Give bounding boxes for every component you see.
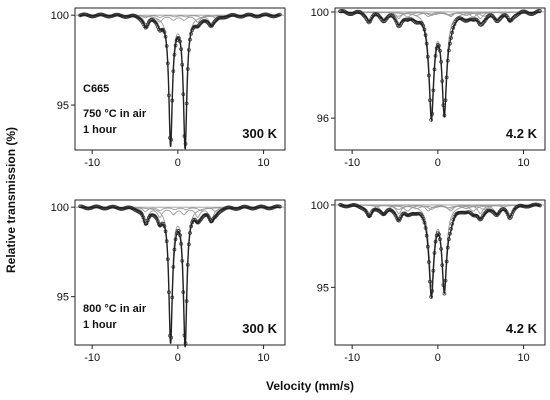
x-tick-label: 10 bbox=[517, 157, 529, 169]
component-subspectrum bbox=[339, 204, 541, 210]
total-fit-curve bbox=[339, 204, 541, 300]
sample-annotation: 750 °C in air bbox=[83, 108, 147, 120]
y-axis-title: Relative transmission (%) bbox=[4, 127, 18, 273]
panel-top-left: -10 0 10 95 100 C665 750 °C in air 1 hour 300 K bbox=[51, 7, 286, 169]
sample-annotation: 800 °C in air bbox=[83, 303, 147, 315]
y-tick-label: 96 bbox=[317, 113, 329, 125]
x-tick-label: 0 bbox=[435, 157, 441, 169]
temperature-label: 4.2 K bbox=[506, 126, 538, 141]
x-tick-label: 0 bbox=[435, 352, 441, 364]
panel-top-right: -10 0 10 96 100 4.2 K bbox=[311, 7, 546, 169]
sample-annotation: 1 hour bbox=[83, 124, 117, 136]
panel-bottom-right: -10 0 10 95 100 4.2 K bbox=[311, 199, 546, 364]
sample-annotation: 1 hour bbox=[83, 319, 117, 331]
y-tick-label: 100 bbox=[311, 7, 329, 19]
x-tick-label: -10 bbox=[344, 352, 360, 364]
y-tick-label: 95 bbox=[317, 282, 329, 294]
component-subspectrum bbox=[339, 11, 541, 19]
x-tick-label: 0 bbox=[175, 352, 181, 364]
y-tick-label: 100 bbox=[51, 202, 69, 214]
x-tick-label: 0 bbox=[175, 157, 181, 169]
temperature-label: 4.2 K bbox=[506, 321, 538, 336]
temperature-label: 300 K bbox=[242, 126, 277, 141]
component-subspectrum bbox=[339, 204, 541, 214]
plot-frame bbox=[334, 7, 546, 151]
x-tick-label: -10 bbox=[344, 157, 360, 169]
x-tick-label: 10 bbox=[517, 352, 529, 364]
plot-frame bbox=[334, 199, 546, 346]
total-fit-curve bbox=[79, 14, 281, 150]
x-tick-label: -10 bbox=[84, 157, 100, 169]
sample-annotation: C665 bbox=[83, 83, 109, 95]
y-tick-label: 95 bbox=[57, 292, 69, 304]
y-tick-label: 100 bbox=[311, 200, 329, 212]
temperature-label: 300 K bbox=[242, 321, 277, 336]
y-tick-label: 95 bbox=[57, 100, 69, 112]
panel-bottom-left: -10 0 10 95 100 800 °C in air 1 hour 300 K bbox=[51, 199, 286, 364]
plot-frame bbox=[74, 199, 286, 346]
x-tick-label: 10 bbox=[257, 157, 269, 169]
x-tick-label: 10 bbox=[257, 352, 269, 364]
component-subspectrum bbox=[339, 11, 541, 112]
data-point bbox=[278, 12, 282, 17]
y-tick-label: 100 bbox=[51, 10, 69, 22]
total-fit-curve bbox=[79, 206, 281, 348]
x-axis-title: Velocity (mm/s) bbox=[266, 379, 354, 393]
plot-frame bbox=[74, 7, 286, 151]
total-fit-curve bbox=[339, 11, 541, 123]
x-tick-label: -10 bbox=[84, 352, 100, 364]
component-subspectrum bbox=[339, 11, 541, 17]
